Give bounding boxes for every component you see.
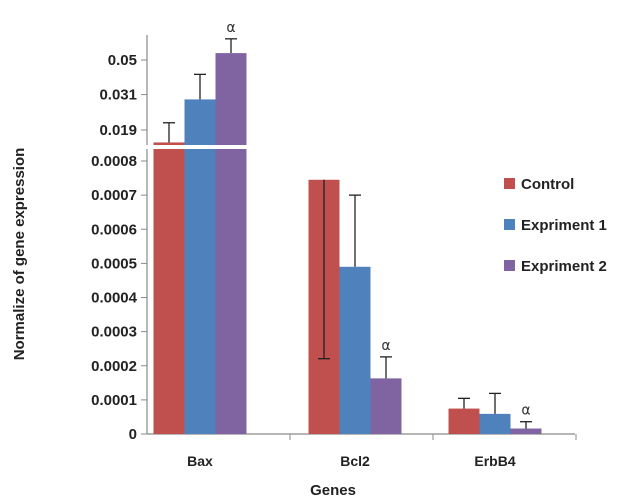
y-tick-label: 0.0005 [91, 255, 137, 272]
y-tick-label: 0 [129, 426, 137, 443]
y-tick-label: 0.031 [99, 87, 137, 104]
legend-swatch [504, 219, 515, 230]
category-label: Bcl2 [340, 453, 370, 469]
bar-erbb4-2 [510, 428, 542, 434]
bar-bax-2 [215, 53, 247, 435]
category-labels: Bax Bcl2 ErbB4 [187, 453, 516, 469]
legend-swatch [504, 178, 515, 189]
bar-bax-1 [184, 99, 216, 435]
error-bars [163, 38, 532, 429]
significance-marker: α [521, 403, 530, 419]
legend-label: Expriment 1 [521, 217, 607, 234]
y-tick-label: 0.05 [108, 52, 137, 69]
y-tick-label: 0.0004 [91, 290, 138, 307]
legend-label: Control [521, 176, 574, 193]
x-axis-label: Genes [310, 482, 356, 498]
y-tick-label: 0.0001 [91, 392, 137, 409]
y-tick-label: 0.0006 [91, 221, 137, 238]
y-tick-label: 0.019 [99, 122, 137, 139]
bar-erbb4-1 [479, 413, 511, 434]
category-label: ErbB4 [474, 453, 515, 469]
significance-markers: α α α [226, 20, 530, 419]
y-tick-label: 0.0002 [91, 358, 137, 375]
bar-bcl2-2 [370, 378, 402, 434]
bar-bcl2-1 [339, 266, 371, 434]
significance-marker: α [226, 20, 235, 36]
y-tick-label: 0.0007 [91, 187, 137, 204]
axis-break-band [137, 145, 397, 149]
legend-label: Expriment 2 [521, 258, 607, 275]
bar-bax-0 [153, 142, 185, 434]
legend-swatch [504, 260, 515, 271]
y-tick-label: 0.0003 [91, 324, 137, 341]
category-label: Bax [187, 453, 213, 469]
y-axis-label: Normalize of gene expression [11, 148, 28, 361]
bars [153, 53, 542, 435]
y-tick-labels: 0 0.0001 0.0002 0.0003 0.0004 0.0005 0.0006 0.0… [91, 52, 138, 443]
bar-erbb4-0 [448, 408, 480, 434]
axis-break [137, 145, 397, 149]
y-tick-label: 0.0008 [91, 153, 137, 170]
significance-marker: α [381, 338, 390, 354]
legend: Control Expriment 1 Expriment 2 [504, 176, 607, 275]
